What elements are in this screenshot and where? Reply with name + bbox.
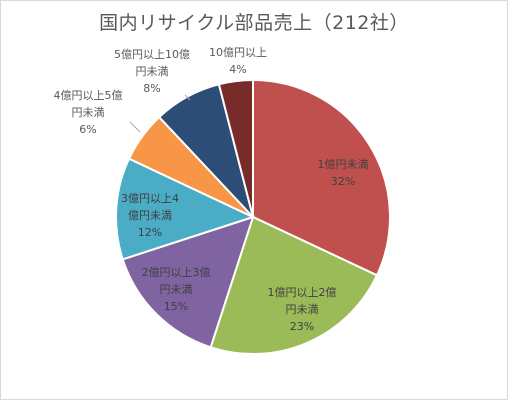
data-label: 1億円以上2億円未満 23% [268,286,337,333]
data-label: 4億円以上5億円未満 6% [54,89,123,136]
data-label: 3億円以上4 億円未満 12% [121,192,179,239]
data-label-percent: 4% [229,63,246,76]
data-label-text: 円未満 [72,106,105,119]
data-label-percent: 15% [164,300,188,313]
data-label-text: 4億円以上5億 [54,89,123,102]
pie-slices [115,78,391,355]
data-label: 5億円以上10億円未満 8% [114,48,190,95]
data-label-text: 5億円以上10億 [114,48,190,61]
data-label-text: 億円未満 [128,209,172,222]
pie-slice [115,157,256,261]
data-label-percent: 6% [79,123,96,136]
pie-slice [217,78,254,218]
data-label-percent: 32% [331,175,355,188]
data-label: 1億円未満 32% [318,158,369,188]
data-label-text: 1億円以上2億 [268,286,337,299]
data-label-text: 2億円以上3億 [142,266,211,279]
data-label-percent: 12% [138,226,162,239]
data-label-text: 円未満 [286,303,319,316]
data-label-text: 10億円以上 [209,46,267,59]
leader-line [129,121,141,133]
data-label-text: 1億円未満 [318,158,369,171]
data-label-percent: 8% [143,82,160,95]
data-label-text: 円未満 [160,283,193,296]
data-label-text: 円未満 [136,65,169,78]
data-label-text: 3億円以上4 [121,192,179,205]
leader-line [184,94,191,101]
pie-slice [252,78,391,277]
data-label-percent: 23% [290,320,314,333]
pie-slice [209,215,379,355]
data-label: 10億円以上 4% [209,46,267,76]
chart-title: 国内リサイクル部品売上（212社） [99,12,409,34]
data-label: 2億円以上3億円未満 15% [142,266,211,313]
